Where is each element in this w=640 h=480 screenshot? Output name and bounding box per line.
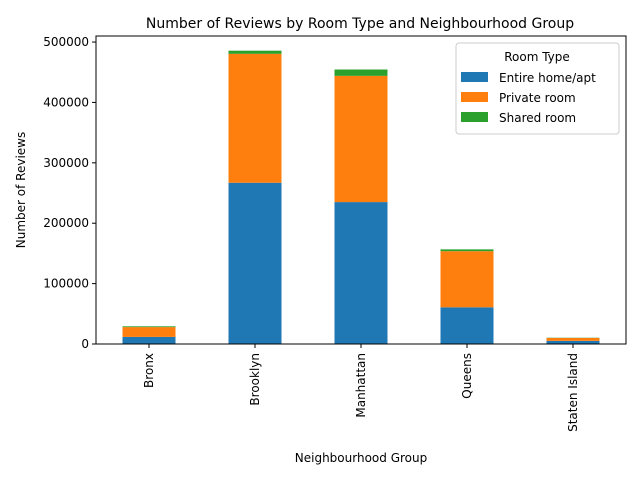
- legend: Room Type Entire home/apt Private room Sha…: [455, 42, 620, 135]
- y-tick-label: 200000: [43, 216, 89, 230]
- bar-brooklyn-series-0: [228, 182, 282, 344]
- bar-brooklyn-series-1: [228, 53, 282, 183]
- bars: [122, 50, 600, 344]
- y-tick-label: 500000: [43, 35, 89, 49]
- legend-swatch: [461, 72, 488, 82]
- bar-staten-island-series-1: [546, 337, 600, 341]
- x-tick-label: Staten Island: [566, 353, 580, 432]
- bar-bronx-series-2: [122, 326, 176, 328]
- y-axis-label: Number of Reviews: [14, 132, 28, 248]
- legend-title: Room Type: [504, 50, 570, 64]
- legend-label: Entire home/apt: [499, 71, 596, 85]
- bar-bronx-series-1: [122, 327, 176, 337]
- x-axis: Bronx Brooklyn Manhattan Queens Staten Islan…: [142, 344, 580, 432]
- x-axis-label: Neighbourhood Group: [295, 451, 427, 465]
- legend-items: Entire home/apt Private room Shared room: [461, 71, 596, 125]
- bar-queens-series-0: [440, 307, 494, 344]
- chart-title: Number of Reviews by Room Type and Neigh…: [146, 16, 574, 32]
- x-tick-label: Queens: [460, 353, 474, 399]
- legend-label: Private room: [499, 91, 576, 105]
- y-axis: 0 100000 200000 300000 400000 500000: [43, 35, 96, 351]
- legend-swatch: [461, 112, 488, 122]
- bar-manhattan-series-2: [334, 69, 388, 76]
- legend-label: Shared room: [499, 111, 576, 125]
- bar-manhattan-series-1: [334, 75, 388, 203]
- x-tick-label: Manhattan: [354, 353, 368, 418]
- bar-bronx-series-0: [122, 336, 176, 344]
- y-tick-label: 300000: [43, 156, 89, 170]
- legend-frame: [455, 42, 620, 135]
- legend-swatch: [461, 92, 488, 102]
- bar-queens-series-2: [440, 249, 494, 252]
- y-tick-label: 100000: [43, 277, 89, 291]
- bar-queens-series-1: [440, 251, 494, 308]
- bar-manhattan-series-0: [334, 202, 388, 344]
- bar-brooklyn-series-2: [228, 50, 282, 54]
- y-tick-label: 0: [81, 337, 89, 351]
- y-tick-label: 400000: [43, 95, 89, 109]
- bar-staten-island-series-0: [546, 340, 600, 344]
- x-tick-label: Bronx: [142, 353, 156, 388]
- x-tick-label: Brooklyn: [248, 353, 262, 406]
